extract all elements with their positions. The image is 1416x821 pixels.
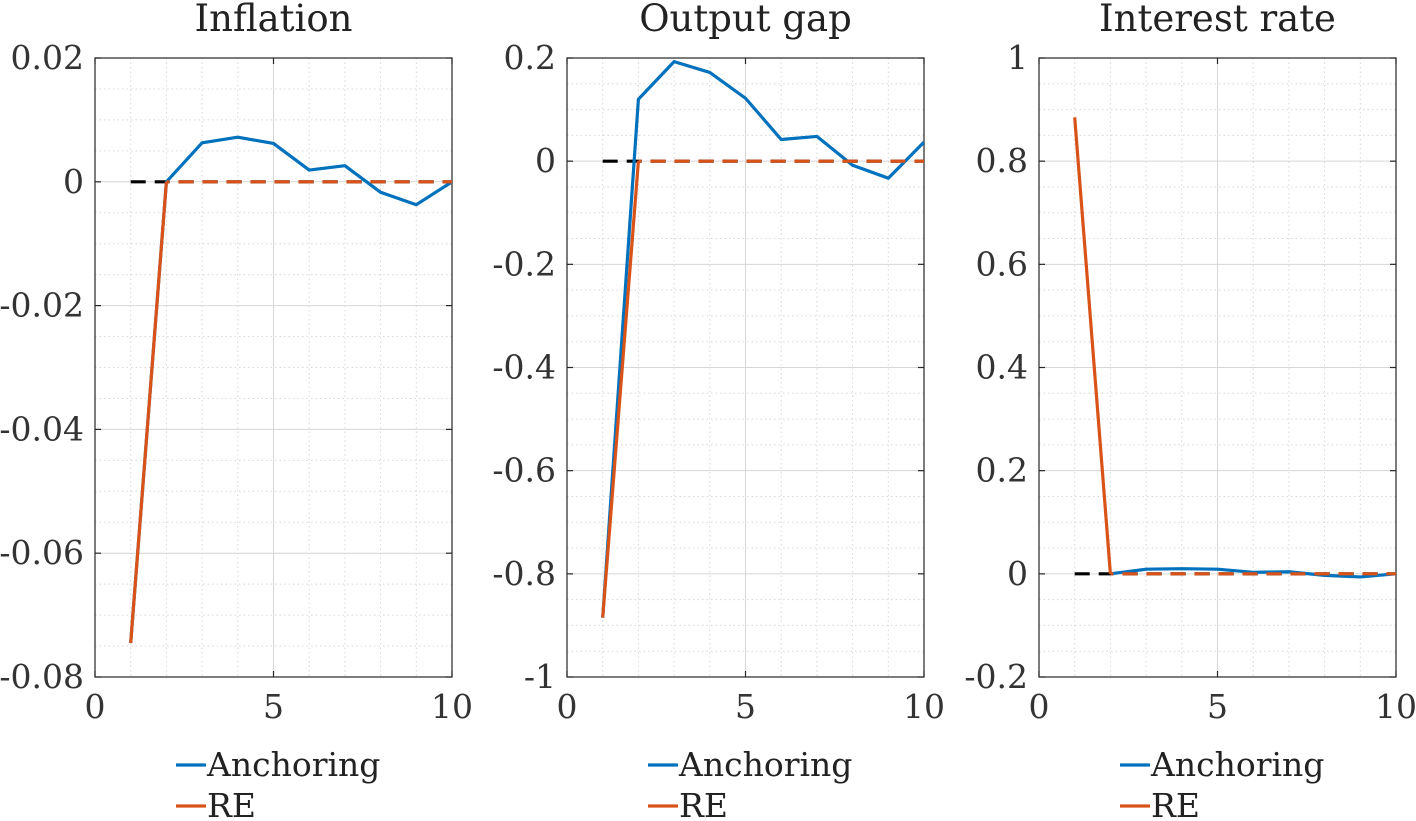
y-tick-label: -0.8: [492, 554, 556, 593]
y-tick-label: 0: [63, 162, 84, 201]
series-line-anchoring: [601, 60, 924, 618]
series-line-anchoring: [129, 135, 452, 644]
y-tick-label: 0: [1007, 554, 1028, 593]
y-tick-label: 0.2: [504, 38, 556, 77]
x-tick-label: 5: [1207, 687, 1228, 726]
y-tick-label: 0.6: [976, 244, 1028, 283]
y-tick-label: -0.08: [0, 657, 84, 696]
y-tick-label: 0.2: [976, 451, 1028, 490]
x-tick-label: 0: [1029, 687, 1050, 726]
y-tick-label: -0.6: [492, 451, 556, 490]
x-tick-label: 0: [557, 687, 578, 726]
x-tick-label: 10: [1375, 687, 1416, 726]
y-tick-label: 0.02: [11, 38, 84, 77]
series-line-re: [129, 181, 168, 644]
y-tick-label: 0.8: [976, 141, 1028, 180]
legend-label: Anchoring: [1150, 745, 1324, 784]
plot-area: [129, 135, 452, 644]
y-tick-label: -0.06: [0, 533, 84, 572]
legend-label: Anchoring: [206, 745, 380, 784]
y-tick-label: -1: [524, 657, 556, 696]
panel-title: Inflation: [195, 0, 353, 40]
legend-label: Anchoring: [678, 745, 852, 784]
legend-label: RE: [679, 786, 728, 821]
plot-area: [601, 60, 924, 618]
x-tick-label: 5: [263, 687, 284, 726]
y-tick-label: -0.4: [492, 348, 556, 387]
panel-1: 0 5 10 0.02 0 -0.02 -0.04 -0.06 -0.08 Inflation An…: [0, 0, 473, 821]
series-line-re: [601, 161, 640, 618]
y-tick-label: 0: [535, 141, 556, 180]
y-tick-label: -0.04: [0, 409, 84, 448]
series-line-re: [1073, 117, 1112, 574]
legend-label: RE: [207, 786, 256, 821]
x-tick-label: 5: [735, 687, 756, 726]
panel-2: 0 5 10 0.2 0 -0.2 -0.4 -0.6 -0.8 -1 Output gap Anch…: [492, 0, 945, 821]
y-tick-label: -0.2: [492, 244, 556, 283]
x-tick-label: 0: [85, 687, 106, 726]
legend-label: RE: [1151, 786, 1200, 821]
y-tick-label: 0.4: [976, 348, 1028, 387]
y-tick-label: 1: [1007, 38, 1028, 77]
x-tick-label: 10: [431, 687, 473, 726]
panel-title: Output gap: [639, 0, 852, 40]
plot-area: [1073, 117, 1396, 579]
y-tick-label: -0.2: [964, 657, 1028, 696]
panel-title: Interest rate: [1099, 0, 1336, 40]
y-tick-label: -0.02: [0, 286, 84, 325]
x-tick-label: 10: [903, 687, 945, 726]
